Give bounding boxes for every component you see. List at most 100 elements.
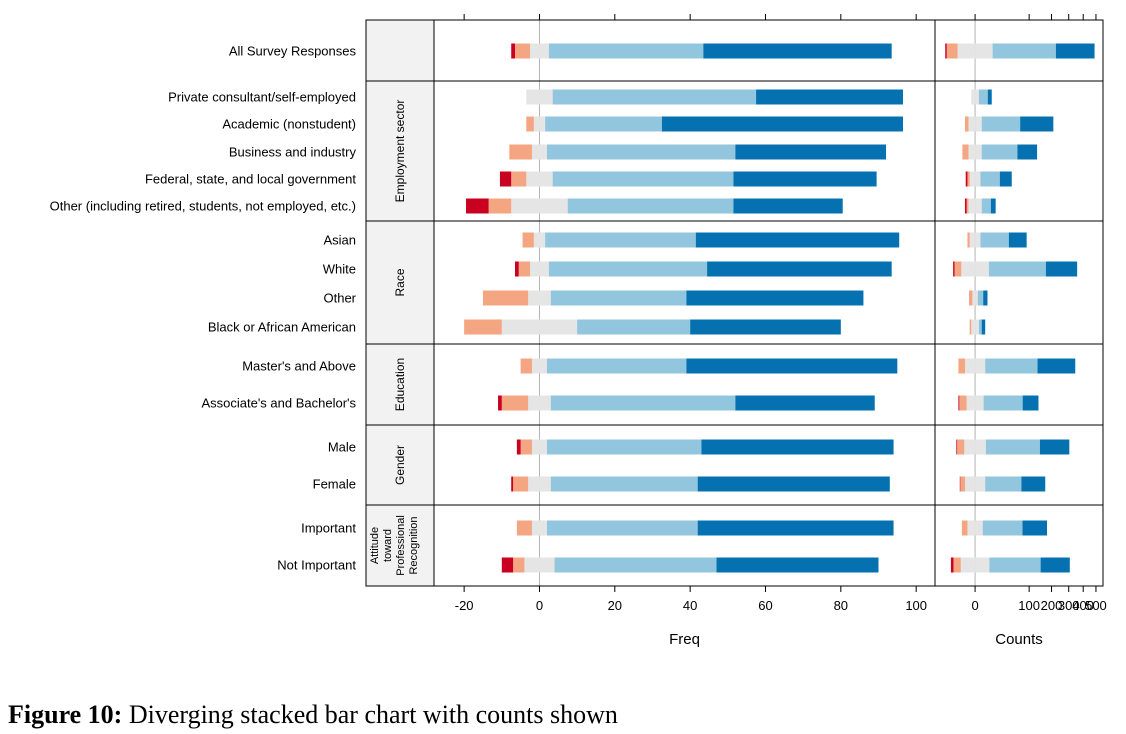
counts-bar-segment-positive: [981, 144, 1018, 160]
group-strip-label: Education: [393, 358, 407, 411]
freq-bar-segment-negative: [511, 171, 527, 187]
freq-bar-segment-strongly-negative: [499, 171, 512, 187]
counts-bar-segment-neutral: [975, 395, 984, 411]
freq-bar-segment-negative: [513, 476, 529, 492]
counts-bar-segment-strongly-negative: [965, 171, 968, 187]
counts-bar-segment-strongly-positive: [1045, 261, 1078, 277]
counts-bar-segment-negative: [953, 557, 961, 573]
counts-bar-segment-strongly-positive: [990, 198, 996, 214]
counts-bar-segment-strongly-negative: [950, 557, 954, 573]
counts-bar-segment-positive: [980, 171, 1000, 187]
freq-bar-segment-neutral: [501, 319, 540, 335]
freq-bar-segment-neutral: [539, 232, 546, 248]
counts-bar-segment-neutral: [975, 116, 982, 132]
counts-bar-segment-neutral: [961, 261, 976, 277]
counts-bar-segment-strongly-positive: [1040, 557, 1070, 573]
freq-bar-segment-strongly-positive: [716, 557, 879, 573]
counts-bar-segment-neutral: [975, 232, 981, 248]
freq-bar-segment-negative: [516, 520, 532, 536]
counts-bar-segment-strongly-positive: [987, 89, 992, 105]
counts-bar-segment-neutral: [964, 358, 976, 374]
diverging-stacked-bar-chart: All Survey Responses Private consultant/s…: [50, 14, 1107, 648]
freq-bar-segment-strongly-positive: [735, 395, 875, 411]
counts-bar-segment-strongly-positive: [1020, 116, 1054, 132]
counts-bar-segment-strongly-positive: [1017, 144, 1038, 160]
group-strip-bg: [366, 221, 434, 344]
freq-bar-segment-negative: [518, 261, 531, 277]
freq-bar-segment-strongly-negative: [501, 557, 514, 573]
freq-bar-segment-negative: [514, 43, 531, 59]
freq-bar-segment-neutral: [524, 557, 540, 573]
figure-caption-label: Figure 10:: [8, 700, 123, 729]
counts-bar-segment-neutral: [975, 43, 993, 59]
counts-bar-segment-strongly-positive: [1022, 520, 1047, 536]
freq-bar-segment-neutral: [531, 144, 540, 160]
counts-bar-segment-positive: [985, 358, 1038, 374]
freq-tick-label: 0: [536, 598, 543, 613]
counts-bar-segment-negative: [967, 232, 970, 248]
freq-bar-segment-neutral: [539, 144, 548, 160]
freq-bar-segment-positive: [567, 198, 734, 214]
freq-axis-label: Freq: [669, 631, 700, 648]
freq-bar-segment-negative: [464, 319, 502, 335]
counts-bar-segment-neutral: [967, 520, 976, 536]
freq-bar-segment-strongly-negative: [514, 261, 519, 277]
freq-bar-segment-neutral: [539, 557, 555, 573]
counts-panel: [945, 20, 1095, 586]
freq-bar-segment-neutral: [526, 89, 540, 105]
counts-bar-segment-negative: [957, 439, 965, 455]
row-label: Other (including retired, students, not …: [50, 199, 356, 214]
counts-bar-segment-positive: [983, 395, 1023, 411]
freq-bar-segment-neutral: [539, 89, 553, 105]
counts-bar-segment-negative: [958, 358, 965, 374]
freq-bar-segment-neutral: [533, 232, 540, 248]
freq-bar-segment-positive: [547, 520, 698, 536]
freq-bar-segment-neutral: [539, 476, 551, 492]
counts-bar-segment-strongly-negative: [945, 43, 947, 59]
counts-bar-segment-strongly-positive: [1037, 358, 1076, 374]
counts-bar-segment-positive: [978, 319, 982, 335]
freq-bar-segment-negative: [482, 290, 529, 306]
counts-bar-segment-neutral: [969, 171, 976, 187]
freq-bar-segment-strongly-negative: [511, 476, 514, 492]
row-label: Asian: [323, 233, 356, 248]
freq-bar-segment-strongly-positive: [697, 520, 894, 536]
row-label: Not Important: [277, 558, 356, 573]
counts-bar-segment-neutral: [975, 439, 986, 455]
freq-tick-label: 80: [834, 598, 848, 613]
freq-tick-label: -20: [455, 598, 474, 613]
freq-bar-segment-strongly-positive: [756, 89, 903, 105]
row-label: Important: [301, 521, 356, 536]
group-strip-bg: [366, 425, 434, 505]
counts-tick-label: 300: [1058, 598, 1080, 613]
counts-bar-segment-negative: [969, 319, 972, 335]
row-label: Master's and Above: [242, 359, 356, 374]
counts-bar-segment-neutral: [964, 476, 976, 492]
freq-tick-label: 60: [758, 598, 772, 613]
plot-frame: [365, 19, 1104, 587]
row-label: Private consultant/self-employed: [168, 90, 356, 105]
freq-bar-segment-neutral: [539, 290, 551, 306]
freq-bar-segment-positive: [550, 476, 698, 492]
row-label: White: [323, 262, 356, 277]
counts-bar-segment-neutral: [968, 198, 976, 214]
counts-bar-segment-neutral: [964, 439, 976, 455]
counts-bar-segment-neutral: [975, 198, 982, 214]
counts-bar-segment-positive: [981, 116, 1021, 132]
counts-bar-segment-strongly-positive: [1055, 43, 1095, 59]
freq-bar-segment-positive: [547, 358, 687, 374]
row-label: Academic (nonstudent): [222, 117, 356, 132]
figure-caption-text: Diverging stacked bar chart with counts …: [122, 700, 618, 729]
freq-bar-segment-positive: [548, 43, 704, 59]
counts-bar-segment-strongly-negative: [958, 395, 960, 411]
counts-bar-segment-positive: [978, 89, 988, 105]
counts-bar-segment-negative: [946, 43, 958, 59]
counts-bar-segment-positive: [985, 439, 1040, 455]
counts-bar-segment-strongly-negative: [956, 439, 958, 455]
row-label: Black or African American: [208, 320, 356, 335]
freq-bar-segment-negative: [520, 358, 532, 374]
group-strip-label: Gender: [393, 445, 407, 485]
freq-bar-segment-positive: [548, 261, 708, 277]
freq-bar-segment-positive: [547, 439, 702, 455]
group-strips: Employment sector Race Education Gender Atti…: [366, 20, 434, 586]
